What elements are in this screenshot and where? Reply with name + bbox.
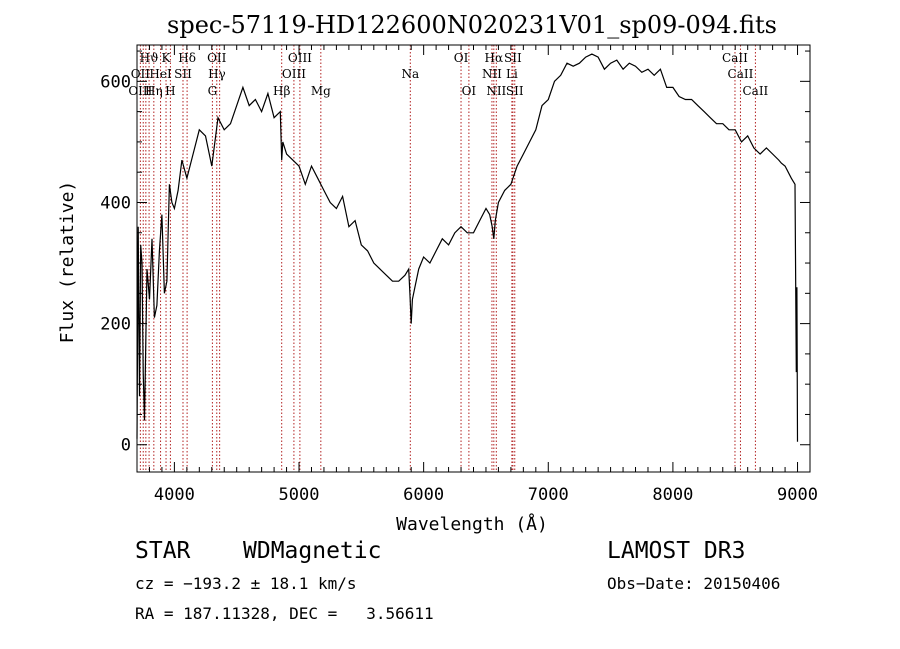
line-markers [139, 45, 756, 472]
annotation-label-27: CaII [742, 84, 768, 98]
redshift-readout: cz = −193.2 ± 18.1 km/s [135, 574, 357, 593]
x-tick-label-7000: 7000 [528, 485, 569, 505]
annotation-label-15: NII [482, 67, 502, 81]
flux-series-line [136, 53, 799, 442]
annotation-label-16: Li [506, 67, 518, 81]
y-tick-label-400: 400 [100, 193, 131, 213]
annotation-label-6: Hα [485, 51, 504, 65]
annotation-label-18: OIII [128, 84, 152, 98]
x-axis-label: Wavelength (Å) [396, 513, 548, 535]
annotation-label-1: K [162, 51, 172, 65]
x-axis-ticks: 4000 5000 6000 7000 8000 9000 [136, 45, 818, 505]
y-axis-label: Flux (relative) [57, 181, 78, 344]
coordinates-readout: RA = 187.11328, DEC = 3.56611 [135, 604, 434, 623]
annotation-label-12: Hγ [208, 67, 226, 81]
object-subclass: WDMagnetic [243, 538, 382, 564]
annotation-label-17: CaII [728, 67, 754, 81]
annotation-label-11: SII [174, 67, 192, 81]
y-tick-label-200: 200 [100, 315, 131, 335]
annotation-label-7: SII [504, 51, 522, 65]
annotation-label-0: Hϑ [140, 51, 159, 65]
x-tick-label-4000: 4000 [154, 485, 195, 505]
annotation-label-10: HeI [149, 67, 172, 81]
observation-date: Obs−Date: 20150406 [607, 574, 781, 593]
annotation-label-20: H [165, 84, 175, 98]
x-tick-label-8000: 8000 [652, 485, 693, 505]
survey-name: LAMOST DR3 [607, 538, 746, 564]
object-class: STAR [135, 538, 191, 564]
annotation-label-24: OI [462, 84, 477, 98]
plot-frame [136, 44, 811, 473]
annotation-label-2: Hδ [178, 51, 196, 65]
annotation-label-21: G [208, 84, 218, 98]
x-tick-label-6000: 6000 [403, 485, 444, 505]
annotation-label-3: OII [207, 51, 227, 65]
annotation-label-5: OI [454, 51, 469, 65]
x-tick-label-9000: 9000 [777, 485, 818, 505]
annotation-label-23: Mg [311, 84, 331, 98]
annotation-label-4: OIII [288, 51, 312, 65]
chart-title: spec-57119-HD122600N020231V01_sp09-094.f… [167, 11, 777, 39]
annotation-label-26: SII [506, 84, 524, 98]
annotation-label-22: Hβ [273, 84, 290, 98]
x-tick-label-5000: 5000 [279, 485, 320, 505]
annotation-label-8: CaII [722, 51, 748, 65]
y-axis-ticks: 0 200 400 600 [100, 50, 810, 456]
annotation-label-19: Hη [145, 84, 163, 98]
y-tick-label-0: 0 [121, 436, 131, 456]
annotation-label-14: Na [401, 67, 419, 81]
y-tick-label-600: 600 [100, 72, 131, 92]
annotation-label-13: OIII [282, 67, 306, 81]
annotation-label-9: OII [131, 67, 151, 81]
annotation-label-25: NII [486, 84, 506, 98]
